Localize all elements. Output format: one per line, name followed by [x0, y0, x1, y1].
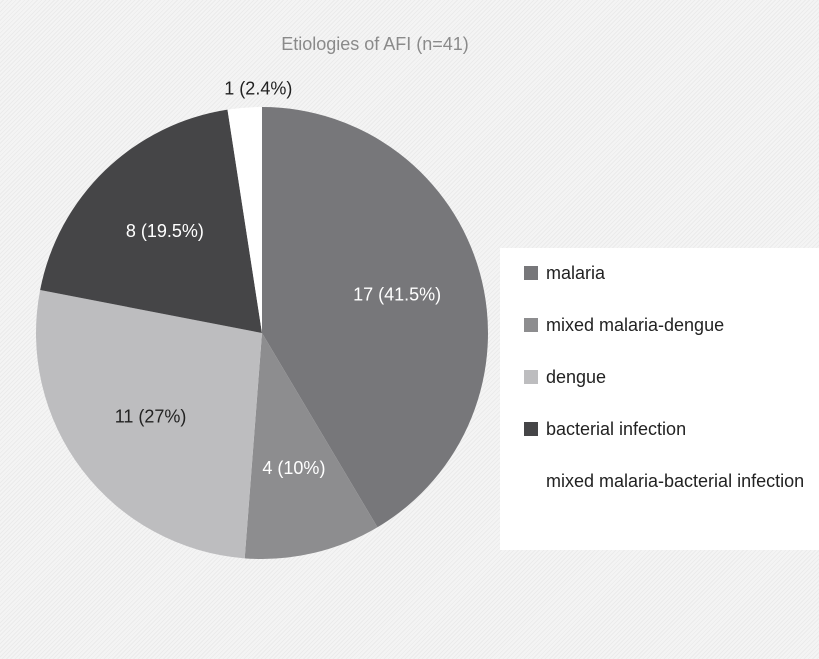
data-label: 11 (27%): [115, 407, 187, 427]
pie-slice: [262, 107, 488, 528]
legend-item: mixed malaria-dengue: [524, 312, 805, 338]
legend-swatch: [524, 266, 538, 280]
pie-slice: [227, 107, 262, 333]
legend-swatch: [524, 318, 538, 332]
legend-label: mixed malaria-dengue: [546, 315, 725, 335]
data-label: 1 (2.4%): [224, 78, 292, 98]
data-label: 17 (41.5%): [353, 285, 441, 305]
legend-item: malaria: [524, 260, 805, 286]
legend-swatch: [524, 474, 538, 488]
data-label: 8 (19.5%): [126, 221, 204, 241]
legend-label: dengue: [546, 367, 607, 387]
legend: malaria mixed malaria-dengue dengue bacteri…: [500, 248, 819, 550]
pie-slice: [244, 333, 378, 559]
pie-slice: [40, 109, 263, 333]
legend-label: mixed malaria-bacterial infection: [546, 471, 805, 491]
legend-label: bacterial infection: [546, 419, 687, 439]
legend-item: mixed malaria-bacterial infection: [524, 468, 805, 494]
legend-swatch: [524, 370, 538, 384]
chart-title: Etiologies of AFI (n=41): [281, 34, 469, 54]
legend-swatch: [524, 422, 538, 436]
pie-slice: [35, 289, 263, 559]
data-label: 4 (10%): [262, 458, 325, 478]
legend-item: bacterial infection: [524, 416, 805, 442]
legend-item: dengue: [524, 364, 805, 390]
legend-label: malaria: [546, 263, 606, 283]
